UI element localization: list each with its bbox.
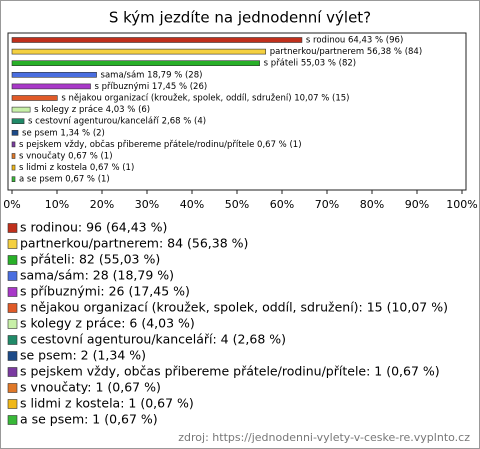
x-tick-label: 90% [405,198,429,211]
value-label: se psem 1,34 % (2) [22,128,105,138]
x-tick-label: 30% [135,198,159,211]
value-label: s příbuznými 17,45 % (26) [95,82,208,92]
bar [11,118,25,124]
legend-label: s vnoučaty: 1 (0,67 %) [20,380,161,395]
bar [11,37,303,43]
legend-swatch [7,271,18,281]
legend-swatch [7,303,18,313]
x-tick-label: 80% [360,198,384,211]
legend-label: a se psem: 1 (0,67 %) [20,412,158,427]
value-label: partnerkou/partnerem 56,38 % (84) [270,47,422,57]
legend-swatch [7,319,18,329]
bar [11,72,97,78]
legend-swatch [7,335,18,345]
legend-swatch [7,351,18,361]
x-tick-label: 20% [90,198,114,211]
x-tick-label: 10% [45,198,69,211]
legend-swatch [7,367,18,377]
legend-label: se psem: 2 (1,34 %) [20,348,146,363]
legend-label: partnerkou/partnerem: 84 (56,38 %) [20,236,248,251]
legend-label: s příbuznými: 26 (17,45 %) [20,284,190,299]
x-tick-label: 0% [3,198,20,211]
value-label: s cestovní agenturou/kanceláří 2,68 % (4… [28,117,206,127]
legend-label: s přáteli: 82 (55,03 %) [20,252,160,267]
legend-swatch [7,239,18,249]
bar [11,83,91,90]
plot-area [7,32,467,191]
bar [11,48,267,55]
bar [11,141,16,148]
value-label: s rodinou 64,43 % (96) [306,36,403,46]
legend-label: s cestovní agenturou/kanceláří: 4 (2,68 … [20,332,286,347]
legend-swatch [7,415,18,425]
bar [11,106,31,113]
value-label: sama/sám 18,79 % (28) [101,70,203,80]
legend-swatch [7,223,18,233]
legend-label: s nějakou organizací (kroužek, spolek, o… [20,300,448,315]
value-label: a se psem 0,67 % (1) [19,175,110,185]
value-label: s pejskem vždy, občas přibereme přátele/… [19,139,302,150]
legend-swatch [7,287,18,297]
bar [11,95,58,101]
bar [11,176,16,182]
value-label: s přáteli 55,03 % (82) [264,59,356,69]
legend-label: s rodinou: 96 (64,43 %) [20,220,167,235]
value-label: s kolegy z práce 4,03 % (6) [34,105,150,115]
value-label: s lidmi z kostela 0,67 % (1) [19,163,134,173]
x-tick-label: 40% [180,198,204,211]
x-tick-label: 70% [315,198,339,211]
chart-title: S kým jezdíte na jednodenní výlet? [109,9,371,27]
x-tick-label: 60% [270,198,294,211]
legend-swatch [7,399,18,409]
bar [11,60,260,67]
source: zdroj: https://jednodenni-vylety-v-ceske… [178,431,470,444]
legend-label: sama/sám: 28 (18,79 %) [20,268,174,283]
bar [11,153,16,159]
x-tick-label: 50% [225,198,249,211]
legend-label: s lidmi z kostela: 1 (0,67 %) [20,396,194,411]
legend-label: s pejskem vždy, občas přibereme přátele/… [20,364,440,379]
legend-swatch [7,383,18,393]
legend-label: s kolegy z práce: 6 (4,03 %) [20,316,195,331]
x-tick-label: 100% [446,198,477,211]
legend-swatch [7,255,18,265]
bar [11,130,19,136]
value-label: s vnoučaty 0,67 % (1) [19,151,113,162]
bar [11,164,16,171]
value-label: s nějakou organizací (kroužek, spolek, o… [61,94,349,104]
